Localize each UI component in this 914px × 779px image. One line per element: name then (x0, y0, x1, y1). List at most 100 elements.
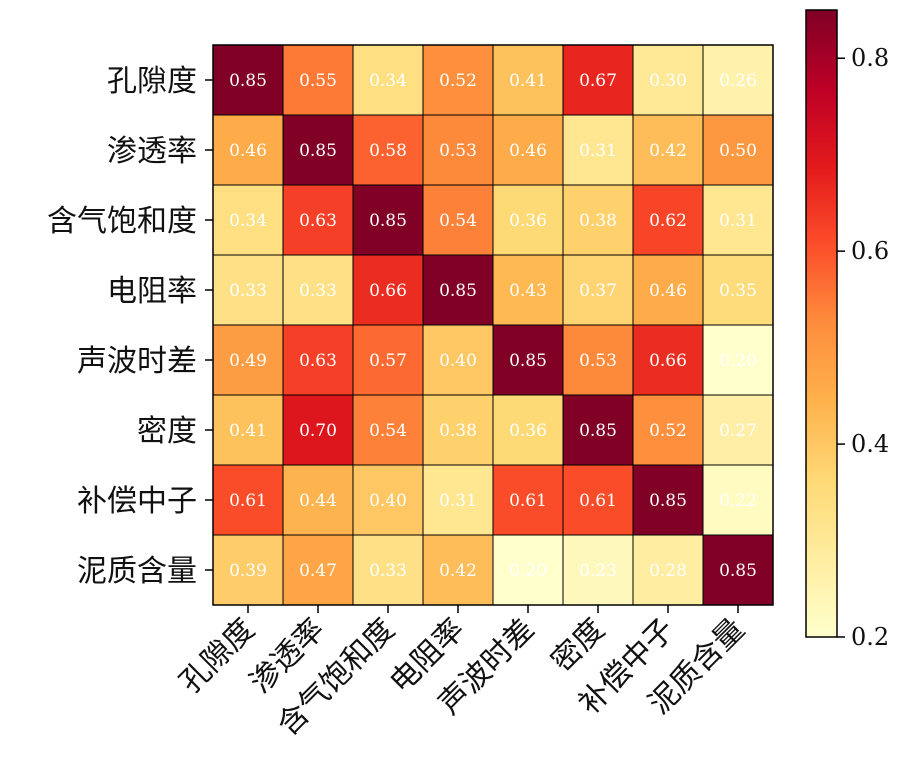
cell-value-label: 0.41 (509, 71, 547, 91)
heatmap-cell (562, 184, 634, 256)
cell-value-label: 0.39 (229, 561, 267, 581)
cell-value-label: 0.50 (719, 141, 757, 161)
heatmap-cell (632, 464, 704, 536)
cell-value-label: 0.53 (439, 141, 477, 161)
y-tick-label: 孔隙度 (107, 64, 197, 99)
cell-value-label: 0.53 (579, 351, 617, 371)
heatmap-cell (702, 464, 774, 536)
cell-value-label: 0.33 (229, 281, 267, 301)
cell-value-label: 0.61 (229, 491, 267, 511)
cell-value-label: 0.36 (509, 211, 547, 231)
cell-value-label: 0.27 (719, 421, 757, 441)
cell-value-label: 0.67 (579, 71, 617, 91)
cell-value-label: 0.49 (229, 351, 267, 371)
heatmap-cell (562, 324, 634, 396)
heatmap-cell (422, 184, 494, 256)
heatmap-cell (562, 114, 634, 186)
colorbar-tick-label: 0.8 (851, 44, 889, 72)
colorbar-tick-label: 0.2 (851, 623, 889, 651)
cell-value-label: 0.55 (299, 71, 337, 91)
cell-value-label: 0.52 (649, 421, 687, 441)
heatmap-cell (212, 44, 284, 116)
heatmap-cell (282, 44, 354, 116)
cell-value-label: 0.34 (229, 211, 267, 231)
cell-value-label: 0.42 (439, 561, 477, 581)
cell-value-label: 0.38 (439, 421, 477, 441)
cell-value-label: 0.54 (439, 211, 477, 231)
cell-value-label: 0.47 (299, 561, 337, 581)
colorbar-gradient (805, 9, 838, 638)
heatmap-cell (352, 324, 424, 396)
cell-value-label: 0.70 (299, 421, 337, 441)
colorbar-tick-label: 0.4 (851, 430, 889, 458)
cell-value-label: 0.34 (369, 71, 407, 91)
heatmap-cell (702, 534, 774, 606)
cell-value-label: 0.85 (369, 211, 407, 231)
cell-value-label: 0.46 (229, 141, 267, 161)
heatmap-cell (632, 324, 704, 396)
cell-value-label: 0.61 (509, 491, 547, 511)
heatmap-cell (492, 464, 564, 536)
cell-value-label: 0.66 (649, 351, 687, 371)
cell-value-label: 0.58 (369, 141, 407, 161)
heatmap-cell (562, 44, 634, 116)
cell-value-label: 0.85 (439, 281, 477, 301)
cell-value-label: 0.22 (719, 491, 757, 511)
cell-value-label: 0.40 (439, 351, 477, 371)
heatmap-cell (562, 394, 634, 466)
cell-value-label: 0.36 (509, 421, 547, 441)
cell-value-label: 0.85 (509, 351, 547, 371)
cell-value-label: 0.57 (369, 351, 407, 371)
cell-value-label: 0.30 (649, 71, 687, 91)
cell-value-label: 0.85 (719, 561, 757, 581)
heatmap-cell (282, 114, 354, 186)
heatmap-cell (422, 254, 494, 326)
cell-value-label: 0.42 (649, 141, 687, 161)
x-tick-label: 孔隙度 (173, 612, 261, 700)
y-tick-label: 渗透率 (107, 134, 197, 169)
heatmap-cell (422, 114, 494, 186)
cell-value-label: 0.40 (369, 491, 407, 511)
heatmap-cell (422, 324, 494, 396)
cell-value-label: 0.37 (579, 281, 617, 301)
heatmap-cell (492, 184, 564, 256)
y-tick-label: 密度 (137, 414, 197, 449)
heatmap-cell (492, 254, 564, 326)
cell-value-label: 0.66 (369, 281, 407, 301)
heatmap-cell (212, 464, 284, 536)
heatmap-cell (562, 464, 634, 536)
colorbar-tick-label: 0.6 (851, 237, 889, 265)
y-tick-label: 泥质含量 (77, 554, 197, 589)
heatmap-cell (282, 464, 354, 536)
heatmap-cell (352, 464, 424, 536)
heatmap-cell (632, 184, 704, 256)
heatmap-cell (702, 114, 774, 186)
cell-value-label: 0.28 (649, 561, 687, 581)
cell-value-label: 0.23 (579, 561, 617, 581)
heatmap-frame (212, 44, 774, 606)
cell-value-label: 0.33 (369, 561, 407, 581)
cell-value-label: 0.46 (509, 141, 547, 161)
cell-value-label: 0.20 (509, 561, 547, 581)
cell-value-label: 0.31 (579, 141, 617, 161)
cell-value-label: 0.26 (719, 71, 757, 91)
cell-value-label: 0.35 (719, 281, 757, 301)
y-tick-label: 补偿中子 (77, 484, 197, 519)
heatmap-cell (352, 534, 424, 606)
heatmap-cell (702, 324, 774, 396)
cell-value-label: 0.85 (649, 491, 687, 511)
cell-value-label: 0.54 (369, 421, 407, 441)
cell-value-label: 0.63 (299, 211, 337, 231)
cell-value-label: 0.31 (719, 211, 757, 231)
heatmap-cell (632, 254, 704, 326)
heatmap-cell (632, 394, 704, 466)
heatmap-cell (492, 534, 564, 606)
heatmap-cell (352, 394, 424, 466)
heatmap-cell (212, 254, 284, 326)
cell-value-label: 0.52 (439, 71, 477, 91)
heatmap-cell (492, 394, 564, 466)
heatmap-cell (352, 184, 424, 256)
